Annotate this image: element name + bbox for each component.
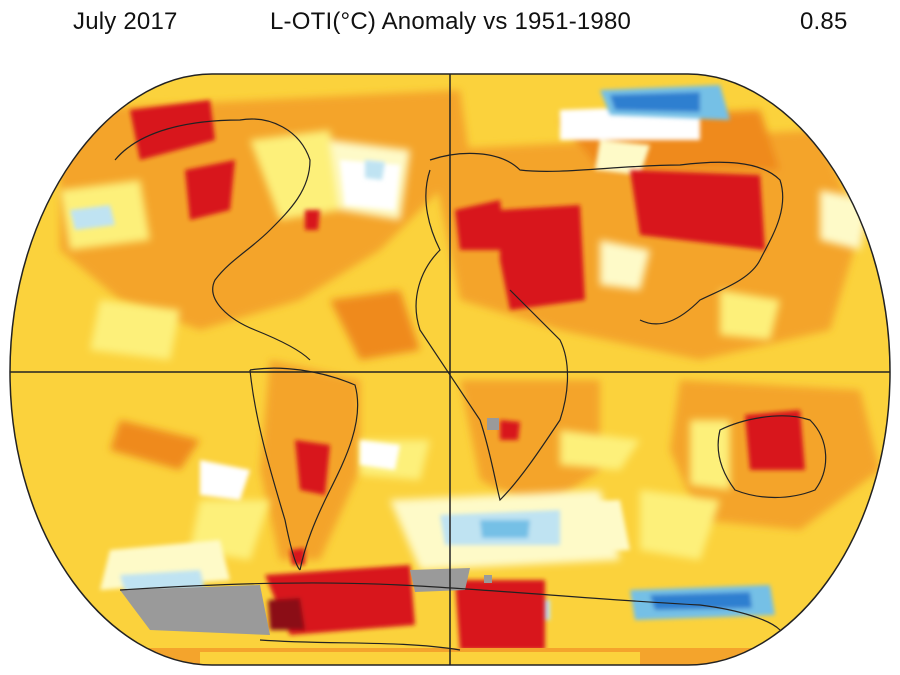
no-data-regions: [120, 418, 499, 635]
global-mean-value: 0.85: [800, 8, 848, 35]
coastlines: [114, 118, 827, 651]
globe-outline: [9, 73, 891, 666]
map-date: July 2017: [73, 8, 178, 35]
grid-lines: [10, 74, 890, 665]
red-regions: [130, 100, 805, 650]
map-title: L-OTI(°C) Anomaly vs 1951-1980: [270, 8, 632, 35]
header: July 2017 L-OTI(°C) Anomaly vs 1951-1980…: [0, 0, 900, 55]
